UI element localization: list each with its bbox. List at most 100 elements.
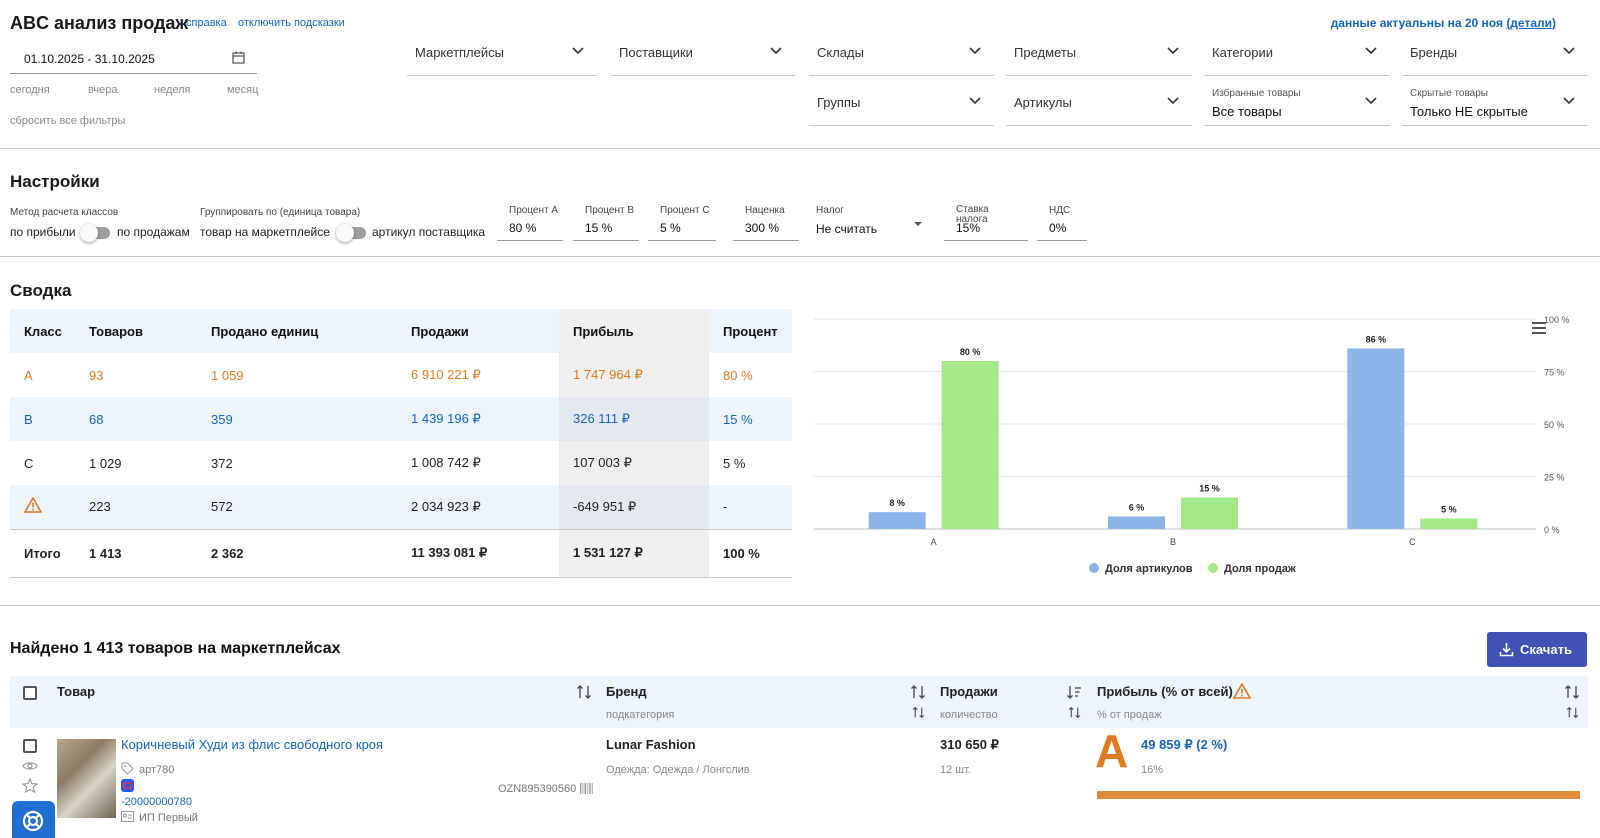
categories-select[interactable]: Категории	[1204, 26, 1390, 76]
chevron-down-icon	[1167, 97, 1179, 105]
marketplaces-select[interactable]: Маркетплейсы	[407, 26, 597, 76]
hidden-select[interactable]: Скрытые товары Только НЕ скрытые	[1402, 76, 1588, 126]
chart-menu-icon[interactable]	[1532, 322, 1546, 334]
group-label: Группировать по (единица товара)	[200, 207, 361, 218]
th-profit: Прибыль	[559, 309, 709, 353]
sort-icon[interactable]	[910, 684, 926, 700]
legend-label: Доля продаж	[1224, 563, 1296, 575]
lifebuoy-icon	[22, 810, 44, 832]
percent-b-value: 15 %	[585, 221, 613, 235]
brands-label: Бренды	[1410, 45, 1458, 60]
select-all-checkbox[interactable]	[23, 686, 37, 700]
tax-rate-label: Ставка налога	[956, 204, 989, 225]
product-sku-link[interactable]: -20000000780	[121, 796, 192, 808]
date-range-field[interactable]: 01.10.2025 - 31.10.2025	[10, 44, 257, 74]
cell-percent: 80 %	[723, 367, 753, 383]
percent-a-field[interactable]: Процент A 80 %	[497, 205, 563, 241]
tax-rate-value: 15%	[956, 221, 981, 235]
groups-select[interactable]: Группы	[809, 76, 994, 126]
sort-icon[interactable]	[1564, 684, 1580, 700]
items-select[interactable]: Предметы	[1006, 26, 1192, 76]
group-left: товар на маркетплейсе	[200, 225, 330, 239]
ozon-logo-icon	[121, 779, 134, 792]
disable-hints-link[interactable]: отключить подсказки	[238, 17, 345, 29]
products-table-header	[10, 676, 1588, 728]
percent-c-field[interactable]: Процент C 5 %	[648, 205, 716, 241]
cell-items: 1 029	[89, 455, 122, 471]
date-range-value: 01.10.2025 - 31.10.2025	[24, 52, 155, 66]
cell-items: 68	[75, 397, 197, 441]
cell-profit: 1 747 964 ₽	[559, 353, 709, 397]
tax-select[interactable]: Налог Не считать	[805, 205, 930, 241]
y-tick-label: 0 %	[1544, 525, 1560, 535]
cell-profit: 107 003 ₽	[559, 441, 709, 485]
chevron-down-icon	[770, 47, 782, 55]
cell-class: C	[24, 455, 34, 471]
sort-icon[interactable]	[912, 706, 925, 719]
tax-rate-field[interactable]: Ставка налога 15%	[944, 205, 1028, 241]
reset-filters-link[interactable]: сбросить все фильтры	[10, 115, 126, 127]
product-sales: 310 650 ₽	[940, 737, 999, 752]
sort-desc-icon[interactable]	[1066, 684, 1082, 700]
details-link[interactable]: (детали)	[1506, 16, 1556, 30]
suppliers-select[interactable]: Поставщики	[611, 26, 795, 76]
th-sales: Продажи	[397, 309, 559, 353]
support-button[interactable]	[12, 801, 55, 838]
th-items: Товаров	[75, 309, 197, 353]
warning-icon[interactable]	[1233, 683, 1251, 699]
table-row: C 1 029 372 1 008 742 ₽ 107 003 ₽ 5 %	[10, 441, 792, 485]
download-label: Скачать	[1520, 642, 1572, 657]
markup-field[interactable]: Наценка 300 %	[733, 205, 799, 241]
barcode-icon[interactable]	[580, 783, 593, 794]
y-tick-label: 50 %	[1544, 420, 1565, 430]
favorites-select[interactable]: Избранные товары Все товары	[1204, 76, 1390, 126]
chevron-down-icon	[572, 47, 584, 55]
col-product: Товар	[57, 684, 96, 699]
favorites-label: Избранные товары	[1212, 88, 1301, 99]
product-ozon-code: OZN895390560	[498, 783, 577, 795]
quick-week[interactable]: неделя	[154, 84, 191, 96]
sort-icon[interactable]	[576, 684, 592, 700]
product-class-badge: A	[1095, 725, 1129, 777]
y-tick-label: 75 %	[1544, 368, 1565, 378]
percent-b-field[interactable]: Процент B 15 %	[573, 205, 639, 241]
download-button[interactable]: Скачать	[1487, 632, 1587, 667]
cell-items: 93	[89, 367, 104, 383]
method-toggle[interactable]	[80, 224, 110, 242]
help-link[interactable]: справка	[186, 17, 227, 29]
product-name-link[interactable]: Коричневый Худи из флис свободного кроя	[121, 737, 384, 752]
x-tick-label: A	[931, 537, 937, 547]
star-icon[interactable]	[22, 778, 38, 793]
sort-icon[interactable]	[1566, 706, 1579, 719]
quick-yesterday[interactable]: вчера	[88, 84, 118, 96]
group-toggle[interactable]	[336, 224, 366, 242]
articles-select[interactable]: Артикулы	[1006, 76, 1192, 126]
markup-label: Наценка	[745, 205, 785, 216]
quick-today[interactable]: сегодня	[10, 84, 50, 96]
row-checkbox[interactable]	[23, 739, 37, 753]
bar-value-label: 8 %	[889, 498, 905, 508]
quick-month[interactable]: месяц	[227, 84, 259, 96]
method-left: по прибыли	[10, 225, 76, 239]
articles-label: Артикулы	[1014, 95, 1072, 110]
product-qty: 12 шт.	[940, 764, 971, 776]
cell-class: A	[24, 367, 33, 383]
product-thumbnail[interactable]	[57, 739, 116, 818]
vat-field[interactable]: НДС 0%	[1037, 205, 1087, 241]
x-tick-label: C	[1409, 537, 1416, 547]
calendar-icon[interactable]	[232, 51, 245, 64]
brands-select[interactable]: Бренды	[1402, 26, 1588, 76]
bar	[941, 361, 999, 529]
profit-bar	[1097, 791, 1580, 799]
percent-a-label: Процент A	[509, 205, 559, 216]
product-profit: 49 859 ₽ (2 %)	[1141, 737, 1228, 752]
warehouses-select[interactable]: Склады	[809, 26, 994, 76]
sort-icon[interactable]	[1068, 706, 1081, 719]
chevron-down-icon	[1365, 47, 1377, 55]
warning-icon	[23, 496, 43, 514]
cell-percent: -	[709, 485, 792, 529]
eye-icon[interactable]	[22, 760, 38, 772]
vat-value: 0%	[1049, 221, 1067, 235]
cell-units: 2 362	[197, 528, 397, 578]
product-brand: Lunar Fashion	[606, 737, 696, 752]
